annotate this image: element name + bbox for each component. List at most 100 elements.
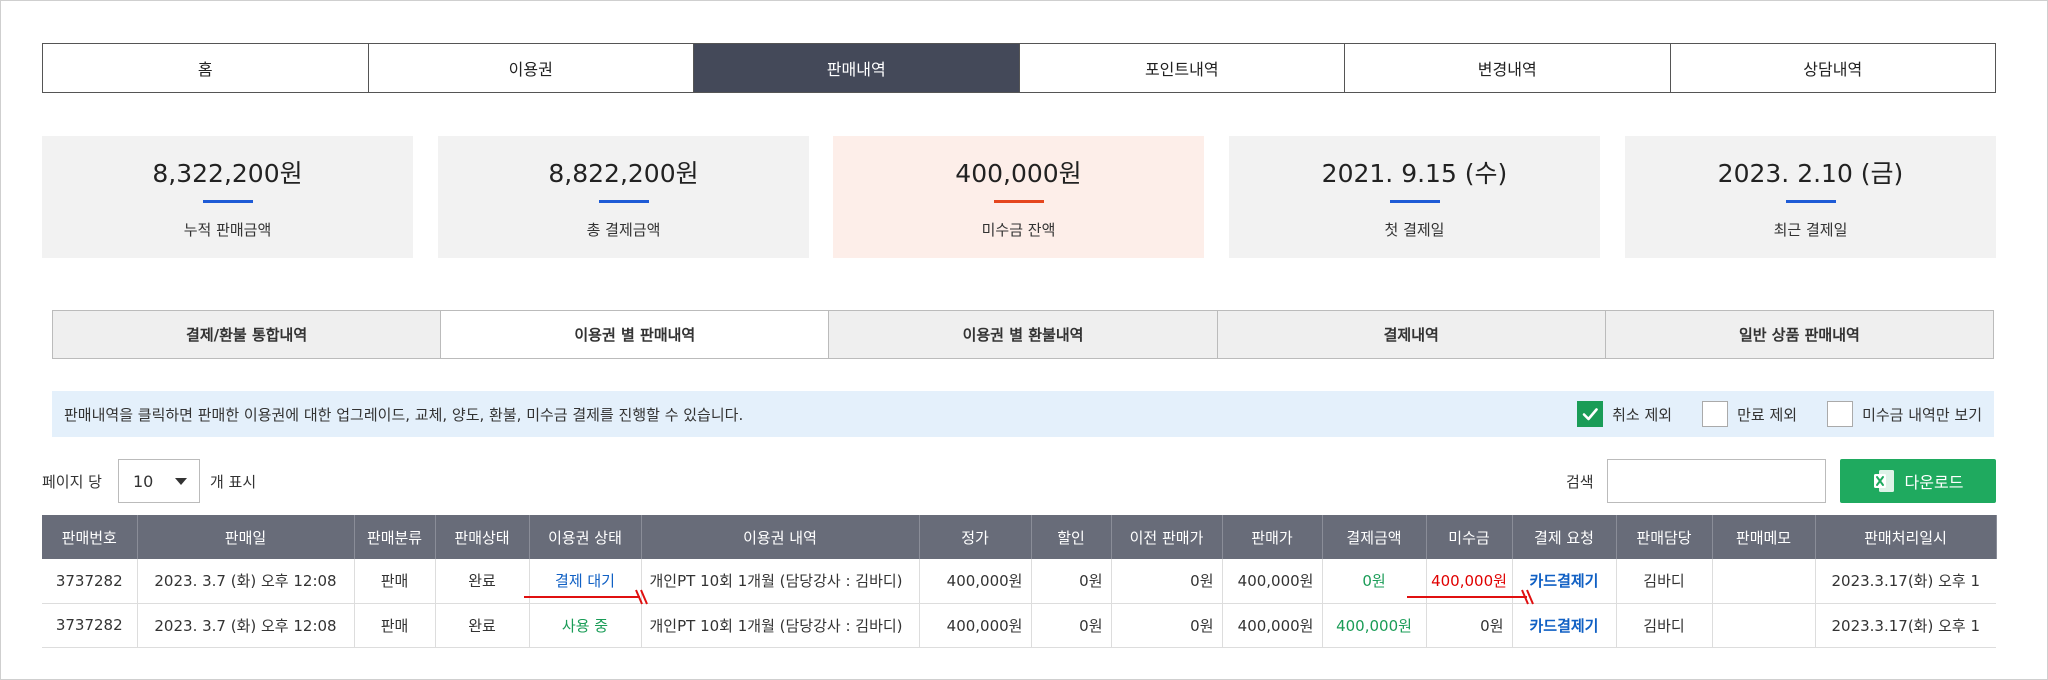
stat-label: 미수금 잔액 — [981, 221, 1056, 239]
stat-card-cumulative-sales: 8,322,200원 누적 판매금액 — [42, 136, 413, 258]
cell-sale-date: 2023. 3.7 (화) 오후 12:08 — [137, 559, 355, 604]
stat-card-first-payment: 2021. 9.15 (수) 첫 결제일 — [1229, 136, 1600, 258]
tab-sales-history[interactable]: 판매내역 — [694, 44, 1020, 92]
tab-points-history[interactable]: 포인트내역 — [1019, 44, 1345, 92]
column-header: 이전 판매가 — [1111, 515, 1223, 559]
cell-unpaid-amount: 0원 — [1426, 603, 1513, 648]
column-header: 할인 — [1031, 515, 1112, 559]
subtab-refund-by-membership[interactable]: 이용권 별 환불내역 — [829, 311, 1218, 358]
cell-sales-staff: 김바디 — [1616, 603, 1713, 648]
per-page-control: 페이지 당 10 개 표시 — [42, 459, 256, 503]
cell-processed-at: 2023.3.17(화) 오후 1 — [1815, 603, 1996, 648]
column-header: 판매처리일시 — [1815, 515, 1997, 559]
filter-unpaid-only[interactable]: 미수금 내역만 보기 — [1827, 401, 1982, 427]
checkbox-unchecked-icon[interactable] — [1827, 401, 1854, 427]
checkbox-checked-icon[interactable] — [1577, 401, 1604, 427]
cell-sales-staff: 김바디 — [1616, 559, 1713, 604]
cell-sale-type: 판매 — [354, 603, 436, 648]
search-input[interactable] — [1607, 459, 1826, 503]
column-header: 결제 요청 — [1512, 515, 1617, 559]
table-row[interactable]: 3737282 2023. 3.7 (화) 오후 12:08 판매 완료 결제 … — [42, 559, 1996, 604]
subtab-sales-by-membership[interactable]: 이용권 별 판매내역 — [441, 311, 830, 358]
column-header: 이용권 상태 — [529, 515, 642, 559]
column-header: 판매가 — [1222, 515, 1323, 559]
stat-label: 최근 결제일 — [1773, 221, 1848, 239]
download-label: 다운로드 — [1904, 473, 1964, 492]
search-label: 검색 — [1566, 472, 1594, 491]
info-text: 판매내역을 클릭하면 판매한 이용권에 대한 업그레이드, 교체, 양도, 환불… — [64, 405, 744, 424]
per-page-select[interactable]: 10 — [117, 459, 200, 503]
subtab-general-product-sales[interactable]: 일반 상품 판매내역 — [1605, 311, 1994, 358]
cell-payment-request-link[interactable]: 카드결제기 — [1512, 603, 1617, 648]
stat-card-last-payment: 2023. 2.10 (금) 최근 결제일 — [1625, 136, 1996, 258]
cell-paid-amount: 400,000원 — [1322, 603, 1427, 648]
tab-membership[interactable]: 이용권 — [368, 44, 694, 92]
cell-payment-request-link[interactable]: 카드결제기 — [1512, 559, 1617, 604]
tab-change-history[interactable]: 변경내역 — [1345, 44, 1671, 92]
filter-exclude-cancelled[interactable]: 취소 제외 — [1577, 401, 1672, 427]
filter-exclude-expired[interactable]: 만료 제외 — [1702, 401, 1797, 427]
stat-card-unpaid-balance: 400,000원 미수금 잔액 — [833, 136, 1204, 258]
cell-sales-memo — [1712, 603, 1816, 648]
cell-sale-type: 판매 — [354, 559, 436, 604]
cell-sale-status: 완료 — [435, 559, 530, 604]
per-page-suffix: 개 표시 — [209, 472, 257, 491]
filter-label: 만료 제외 — [1737, 405, 1798, 424]
stat-value: 8,322,200원 — [152, 159, 303, 188]
tab-home[interactable]: 홈 — [43, 44, 369, 92]
column-header: 판매일 — [137, 515, 355, 559]
column-header: 판매담당 — [1616, 515, 1713, 559]
cell-unpaid-amount: 400,000원 — [1426, 559, 1513, 604]
cell-previous-price: 0원 — [1111, 559, 1223, 604]
stat-underline — [1785, 200, 1836, 203]
stat-value: 2021. 9.15 (수) — [1321, 159, 1508, 188]
cell-membership-detail: 개인PT 10회 1개월 (담당강사 : 김바디) — [641, 603, 920, 648]
per-page-value: 10 — [132, 471, 154, 491]
cell-sale-number: 3737282 — [42, 603, 138, 648]
cell-list-price: 400,000원 — [919, 559, 1032, 604]
column-header: 미수금 — [1426, 515, 1513, 559]
top-nav: 홈 이용권 판매내역 포인트내역 변경내역 상담내역 — [42, 43, 1996, 93]
cell-sales-memo — [1712, 559, 1816, 604]
stat-value: 2023. 2.10 (금) — [1717, 159, 1904, 188]
stat-label: 총 결제금액 — [586, 221, 661, 239]
subtab-payment-history[interactable]: 결제내역 — [1217, 311, 1606, 358]
stat-underline — [993, 200, 1044, 203]
stat-underline — [1389, 200, 1440, 203]
tab-consult-history[interactable]: 상담내역 — [1670, 44, 1995, 92]
checkbox-unchecked-icon[interactable] — [1702, 401, 1729, 427]
stat-underline — [598, 200, 649, 203]
cell-sale-date: 2023. 3.7 (화) 오후 12:08 — [137, 603, 355, 648]
chevron-down-icon — [174, 478, 187, 485]
stat-value: 8,822,200원 — [548, 159, 699, 188]
per-page-label: 페이지 당 — [42, 472, 102, 491]
excel-icon — [1873, 470, 1894, 492]
column-header: 판매분류 — [354, 515, 436, 559]
table-row[interactable]: 3737282 2023. 3.7 (화) 오후 12:08 판매 완료 사용 … — [42, 603, 1996, 648]
filter-checkboxes: 취소 제외 만료 제외 미수금 내역만 보기 — [1547, 400, 1982, 428]
cell-paid-amount: 0원 — [1322, 559, 1427, 604]
sales-table: 판매번호 판매일 판매분류 판매상태 이용권 상태 이용권 내역 정가 할인 이… — [42, 515, 1997, 648]
table-header-row: 판매번호 판매일 판매분류 판매상태 이용권 상태 이용권 내역 정가 할인 이… — [42, 515, 1997, 559]
summary-cards: 8,322,200원 누적 판매금액 8,822,200원 총 결제금액 400… — [42, 136, 1996, 258]
stat-card-total-payment: 8,822,200원 총 결제금액 — [438, 136, 809, 258]
cell-membership-status: 결제 대기 — [529, 559, 642, 604]
stat-value: 400,000원 — [955, 159, 1082, 188]
filter-label: 취소 제외 — [1612, 405, 1673, 424]
stat-label: 누적 판매금액 — [183, 221, 272, 239]
cell-previous-price: 0원 — [1111, 603, 1223, 648]
cell-membership-detail: 개인PT 10회 1개월 (담당강사 : 김바디) — [641, 559, 920, 604]
subtab-payment-refund-all[interactable]: 결제/환불 통합내역 — [53, 311, 442, 358]
column-header: 판매메모 — [1712, 515, 1816, 559]
column-header: 결제금액 — [1322, 515, 1427, 559]
info-banner: 판매내역을 클릭하면 판매한 이용권에 대한 업그레이드, 교체, 양도, 환불… — [52, 391, 1994, 437]
cell-discount: 0원 — [1031, 559, 1112, 604]
column-header: 정가 — [919, 515, 1032, 559]
stat-underline — [202, 200, 253, 203]
cell-processed-at: 2023.3.17(화) 오후 1 — [1815, 559, 1996, 604]
download-button[interactable]: 다운로드 — [1840, 459, 1996, 503]
cell-sale-price: 400,000원 — [1222, 559, 1323, 604]
cell-sale-number: 3737282 — [42, 559, 138, 604]
cell-list-price: 400,000원 — [919, 603, 1032, 648]
cell-membership-status: 사용 중 — [529, 603, 642, 648]
